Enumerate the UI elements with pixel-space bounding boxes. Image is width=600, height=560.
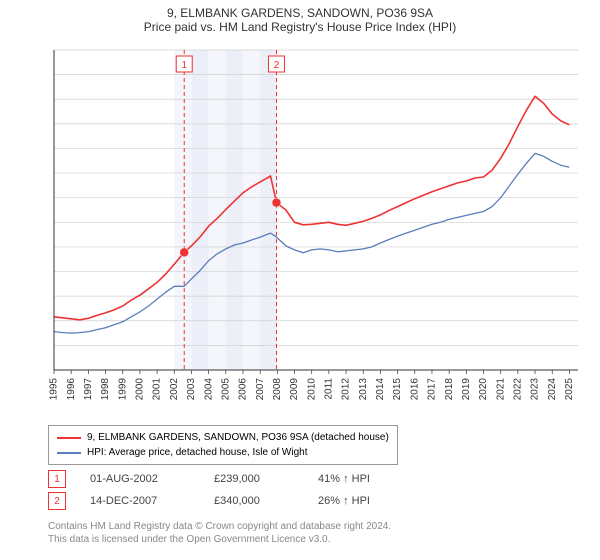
title-subtitle: Price paid vs. HM Land Registry's House … (0, 20, 600, 34)
svg-text:2023: 2023 (530, 378, 541, 401)
svg-text:1998: 1998 (100, 378, 111, 401)
svg-text:2018: 2018 (444, 378, 455, 401)
svg-text:2011: 2011 (324, 378, 335, 400)
svg-text:2009: 2009 (289, 378, 300, 401)
svg-text:2: 2 (274, 60, 280, 71)
sales-table: 1 01-AUG-2002 £239,000 41% ↑ HPI 2 14-DEC-200… (48, 468, 370, 512)
sale-marker: 2 (48, 492, 66, 510)
svg-text:2019: 2019 (461, 378, 472, 401)
svg-text:2006: 2006 (238, 378, 249, 401)
svg-text:2020: 2020 (478, 378, 489, 401)
sale-price: £239,000 (214, 473, 294, 485)
legend-swatch (57, 437, 81, 439)
svg-text:2017: 2017 (427, 378, 438, 401)
legend-label: HPI: Average price, detached house, Isle… (87, 445, 308, 460)
chart-svg: £0£50K£100K£150K£200K£250K£300K£350K£400… (48, 44, 584, 414)
title-address: 9, ELMBANK GARDENS, SANDOWN, PO36 9SA (0, 6, 600, 20)
sale-date: 01-AUG-2002 (90, 473, 190, 485)
sale-delta: 26% ↑ HPI (318, 495, 370, 507)
legend-row: HPI: Average price, detached house, Isle… (57, 445, 389, 460)
svg-text:2025: 2025 (564, 378, 575, 401)
svg-text:1999: 1999 (117, 378, 128, 401)
svg-text:2002: 2002 (169, 378, 180, 401)
sale-price: £340,000 (214, 495, 294, 507)
svg-text:1995: 1995 (49, 378, 60, 401)
svg-text:2004: 2004 (203, 378, 214, 401)
svg-text:2015: 2015 (392, 378, 403, 401)
svg-text:2007: 2007 (255, 378, 266, 401)
sale-date: 14-DEC-2007 (90, 495, 190, 507)
legend-swatch (57, 452, 81, 454)
svg-text:2008: 2008 (272, 378, 283, 401)
chart-area: £0£50K£100K£150K£200K£250K£300K£350K£400… (48, 44, 584, 414)
svg-text:2021: 2021 (495, 378, 506, 401)
svg-text:2014: 2014 (375, 378, 386, 401)
svg-text:2016: 2016 (409, 378, 420, 401)
legend-row: 9, ELMBANK GARDENS, SANDOWN, PO36 9SA (d… (57, 430, 389, 445)
sale-row: 1 01-AUG-2002 £239,000 41% ↑ HPI (48, 468, 370, 490)
footer: Contains HM Land Registry data © Crown c… (48, 520, 391, 546)
svg-text:1996: 1996 (66, 378, 77, 401)
svg-text:2000: 2000 (135, 378, 146, 401)
svg-text:2012: 2012 (341, 378, 352, 401)
svg-text:2010: 2010 (306, 378, 317, 401)
svg-text:1: 1 (181, 60, 187, 71)
sale-row: 2 14-DEC-2007 £340,000 26% ↑ HPI (48, 490, 370, 512)
footer-line-2: This data is licensed under the Open Gov… (48, 533, 391, 546)
svg-text:2013: 2013 (358, 378, 369, 401)
svg-text:2003: 2003 (186, 378, 197, 401)
footer-line-1: Contains HM Land Registry data © Crown c… (48, 520, 391, 533)
svg-text:1997: 1997 (83, 378, 94, 401)
sale-delta: 41% ↑ HPI (318, 473, 370, 485)
legend-label: 9, ELMBANK GARDENS, SANDOWN, PO36 9SA (d… (87, 430, 389, 445)
svg-text:2024: 2024 (547, 378, 558, 401)
svg-text:2005: 2005 (220, 378, 231, 401)
chart-titles: 9, ELMBANK GARDENS, SANDOWN, PO36 9SA Pr… (0, 0, 600, 34)
legend: 9, ELMBANK GARDENS, SANDOWN, PO36 9SA (d… (48, 425, 398, 465)
svg-text:2001: 2001 (152, 378, 163, 401)
sale-marker: 1 (48, 470, 66, 488)
svg-text:2022: 2022 (513, 378, 524, 401)
